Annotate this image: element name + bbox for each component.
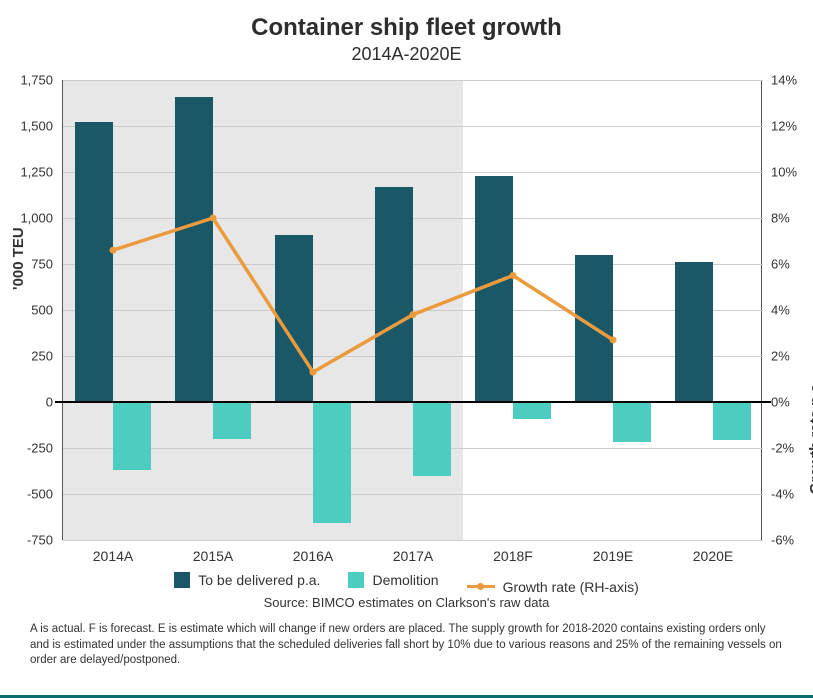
y-left-tick: -500: [3, 487, 53, 502]
bar-demolition: [113, 402, 151, 470]
x-tick: 2016A: [293, 548, 333, 564]
bar-demolition: [713, 402, 751, 440]
x-tick: 2017A: [393, 548, 433, 564]
legend-label: Growth rate (RH-axis): [503, 579, 639, 595]
chart-container: Container ship fleet growth 2014A-2020E …: [0, 0, 813, 698]
gridline: [63, 356, 763, 357]
chart-subtitle: 2014A-2020E: [0, 44, 813, 65]
bar-delivered: [175, 97, 213, 402]
legend: To be delivered p.a. Demolition Growth rat…: [0, 572, 813, 595]
x-tick: 2020E: [693, 548, 733, 564]
legend-item-demolition: Demolition: [348, 572, 438, 588]
gridline: [63, 126, 763, 127]
x-tick: 2015A: [193, 548, 233, 564]
plot-area: -750-6%-500-4%-250-2%00%2502%5004%7506%1…: [62, 80, 762, 540]
y-right-tick: 8%: [771, 211, 813, 226]
y-right-tick: 2%: [771, 349, 813, 364]
bar-demolition: [313, 402, 351, 523]
gridline: [63, 218, 763, 219]
gridline: [63, 264, 763, 265]
zero-line: [55, 401, 771, 403]
source-text: Source: BIMCO estimates on Clarkson's ra…: [0, 595, 813, 610]
y-left-tick: 1,500: [3, 119, 53, 134]
bar-demolition: [413, 402, 451, 476]
y-left-tick: 750: [3, 257, 53, 272]
bar-demolition: [213, 402, 251, 439]
gridline: [63, 494, 763, 495]
legend-label: To be delivered p.a.: [198, 572, 320, 588]
bar-delivered: [375, 187, 413, 402]
gridline: [63, 172, 763, 173]
gridline: [63, 310, 763, 311]
gridline: [63, 80, 763, 81]
bar-delivered: [475, 176, 513, 402]
legend-label: Demolition: [372, 572, 438, 588]
y-right-tick: -6%: [771, 533, 813, 548]
x-tick: 2019E: [593, 548, 633, 564]
y-left-tick: 1,250: [3, 165, 53, 180]
y-right-tick: -4%: [771, 487, 813, 502]
y-right-tick: 14%: [771, 73, 813, 88]
y-left-tick: -750: [3, 533, 53, 548]
y-right-tick: 6%: [771, 257, 813, 272]
y-right-tick: 0%: [771, 395, 813, 410]
y-left-tick: 0: [3, 395, 53, 410]
x-tick: 2014A: [93, 548, 133, 564]
bar-demolition: [613, 402, 651, 442]
x-tick: 2018F: [493, 548, 533, 564]
y-right-tick: 4%: [771, 303, 813, 318]
bar-delivered: [575, 255, 613, 402]
bar-demolition: [513, 402, 551, 419]
y-left-tick: 1,000: [3, 211, 53, 226]
y-left-tick: -250: [3, 441, 53, 456]
y-left-tick: 1,750: [3, 73, 53, 88]
y-left-tick: 250: [3, 349, 53, 364]
y-right-tick: 10%: [771, 165, 813, 180]
legend-item-delivered: To be delivered p.a.: [174, 572, 320, 588]
y-right-tick: 12%: [771, 119, 813, 134]
bar-delivered: [275, 235, 313, 402]
bar-delivered: [675, 262, 713, 402]
legend-item-growth: Growth rate (RH-axis): [467, 579, 639, 595]
gridline: [63, 540, 763, 541]
chart-title: Container ship fleet growth: [0, 0, 813, 42]
bar-delivered: [75, 122, 113, 402]
y-left-tick: 500: [3, 303, 53, 318]
y-right-tick: -2%: [771, 441, 813, 456]
footnote-text: A is actual. F is forecast. E is estimat…: [30, 622, 783, 669]
